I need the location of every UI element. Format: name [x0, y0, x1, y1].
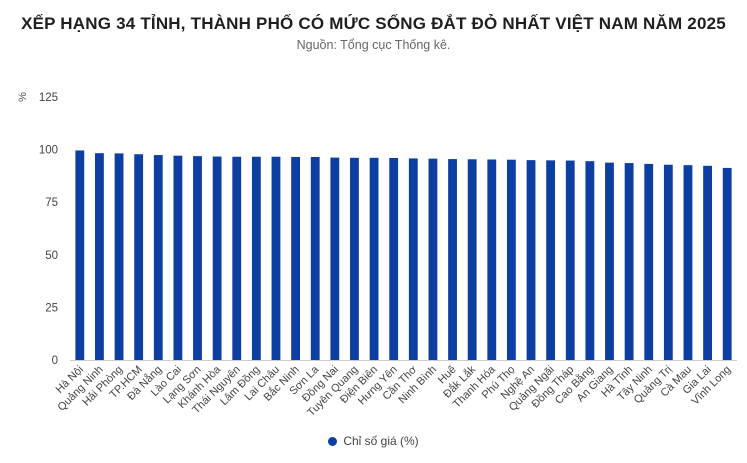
- bar: [565, 160, 575, 360]
- bar: [644, 163, 654, 360]
- bar: [663, 164, 673, 360]
- bar: [114, 153, 124, 360]
- bar: [291, 156, 301, 360]
- y-tick-label: 25: [45, 302, 58, 314]
- bar: [389, 158, 399, 360]
- bar: [585, 161, 595, 360]
- y-tick-label: 75: [45, 197, 58, 209]
- legend-label: Chỉ số giá (%): [343, 434, 419, 448]
- bar: [408, 158, 418, 360]
- bar: [212, 156, 222, 360]
- chart-title: XẾP HẠNG 34 TỈNH, THÀNH PHỐ CÓ MỨC SỐNG …: [21, 14, 726, 33]
- bar: [153, 155, 163, 360]
- y-tick-label: 100: [39, 145, 58, 157]
- y-tick-label: 125: [39, 92, 58, 104]
- bar: [95, 153, 104, 360]
- bar: [330, 157, 340, 360]
- bar: [703, 165, 712, 360]
- bar: [506, 159, 516, 360]
- bar: [467, 159, 477, 360]
- bar: [526, 160, 536, 360]
- legend-swatch: [328, 436, 338, 446]
- bar: [487, 159, 497, 360]
- bar: [369, 157, 379, 360]
- bar: [350, 157, 359, 360]
- bar: [624, 163, 634, 360]
- bar: [722, 167, 732, 360]
- bar: [232, 156, 242, 360]
- y-axis-label: %: [17, 92, 29, 102]
- bar: [428, 158, 438, 360]
- bar: [173, 155, 183, 360]
- bar: [75, 150, 85, 360]
- chart-subtitle: Nguồn: Tổng cục Thống kê.: [296, 38, 451, 52]
- legend[interactable]: Chỉ số giá (%): [0, 434, 747, 448]
- bar: [134, 154, 144, 360]
- y-tick-label: 0: [52, 355, 58, 367]
- bar: [683, 165, 693, 360]
- bar: [271, 156, 281, 360]
- bar: [193, 156, 202, 360]
- bar: [310, 156, 320, 360]
- bar: [448, 159, 457, 360]
- bar: [546, 160, 556, 360]
- bar: [251, 156, 261, 360]
- y-tick-label: 50: [45, 250, 58, 262]
- bar: [605, 162, 614, 360]
